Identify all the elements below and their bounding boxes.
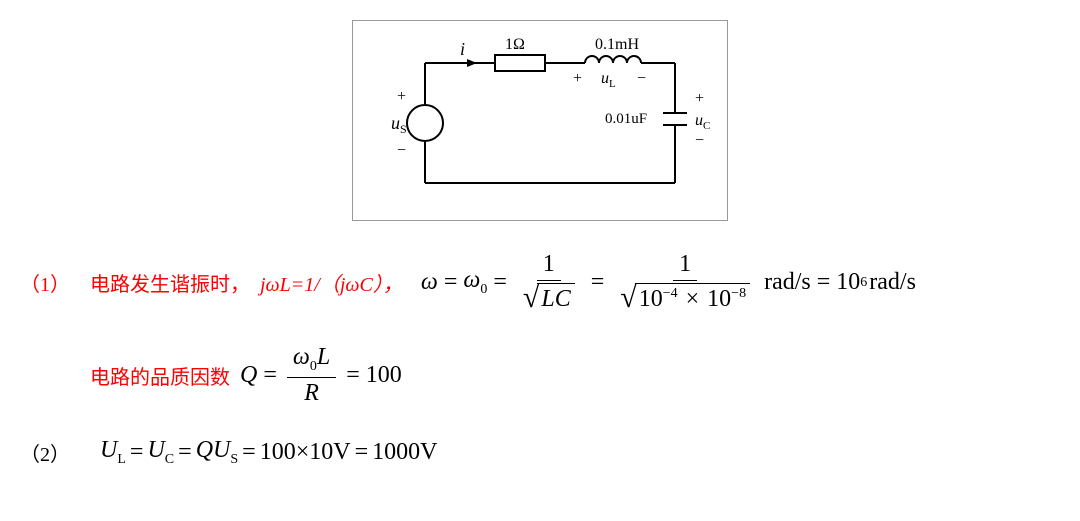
current-label: i <box>460 39 465 59</box>
src-us: uS <box>391 113 407 136</box>
src-plus: + <box>397 88 406 105</box>
red-formula: jωL=1/（jωC）， <box>260 268 403 297</box>
red-text-2: 电路的品质因数 <box>90 361 230 390</box>
solution-line-3: （2） UL = UC = QUS = 100×10V = 1000V <box>20 437 1060 468</box>
capacitor-label: 0.01uF <box>605 111 647 127</box>
inductor-ul: uL <box>601 70 616 90</box>
resistor-label: 1Ω <box>505 36 525 53</box>
solution-line-1: （1） 电路发生谐振时， jωL=1/（jωC）， ω = ω0 = 1 √LC… <box>20 251 1060 314</box>
question-number-1: （1） <box>20 268 80 297</box>
circuit-diagram: i 1Ω 0.1mH + uL − 0.01uF + uC − <box>365 33 715 208</box>
inductor-label: 0.1mH <box>595 36 639 53</box>
inductor-plus: + <box>573 70 582 87</box>
red-text-1a: 电路发生谐振时， <box>90 268 250 297</box>
src-minus: − <box>397 142 406 159</box>
circuit-box: i 1Ω 0.1mH + uL − 0.01uF + uC − <box>352 20 728 221</box>
q-formula: Q = ω0L R = 100 <box>240 344 402 407</box>
cap-plus: + <box>695 90 704 107</box>
inductor-minus: − <box>637 70 646 87</box>
cap-uc: uC <box>695 112 710 132</box>
solution-line-2: 电路的品质因数 Q = ω0L R = 100 <box>90 344 1060 407</box>
omega-formula: ω = ω0 = 1 √LC = 1 √ 10−4 × 10−8 rad/s =… <box>421 251 916 314</box>
ul-formula: UL = UC = QUS = 100×10V = 1000V <box>100 437 437 468</box>
question-number-2: （2） <box>20 438 80 467</box>
circuit-container: i 1Ω 0.1mH + uL − 0.01uF + uC − <box>20 20 1060 221</box>
cap-minus: − <box>695 132 704 149</box>
